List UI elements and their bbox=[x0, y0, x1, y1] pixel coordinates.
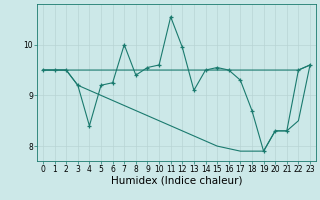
X-axis label: Humidex (Indice chaleur): Humidex (Indice chaleur) bbox=[111, 176, 242, 186]
